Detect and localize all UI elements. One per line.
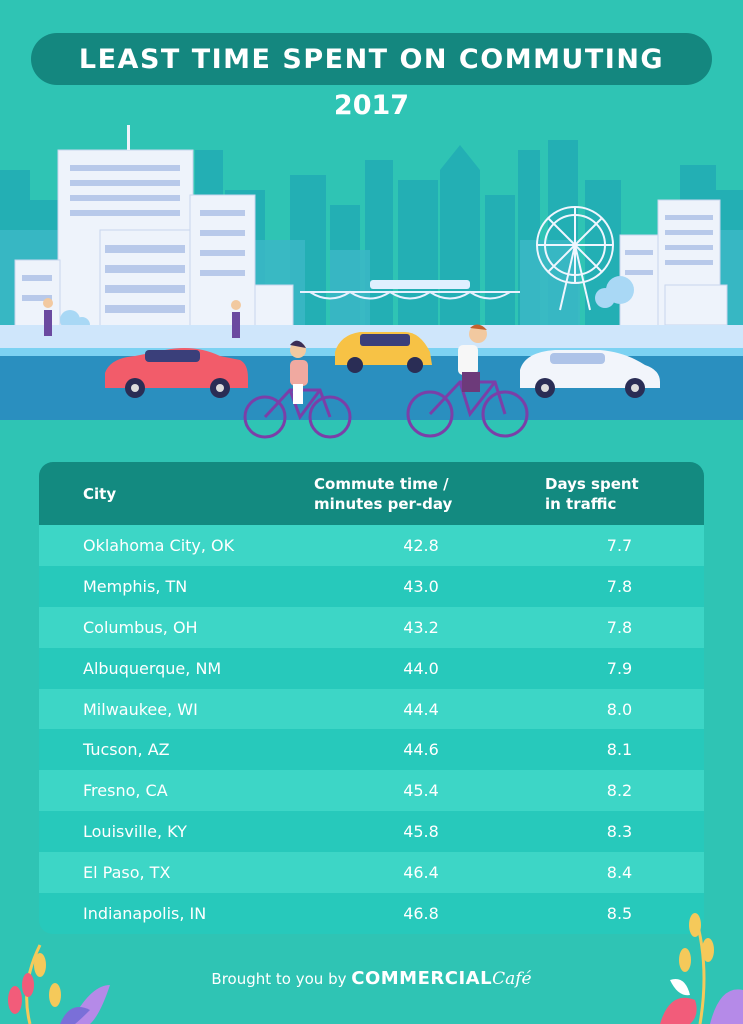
table-row: Albuquerque, NM 44.0 7.9: [39, 647, 704, 689]
table-row: Oklahoma City, OK 42.8 7.7: [39, 525, 704, 566]
car-icon: [520, 350, 660, 398]
plant-icon: [8, 944, 110, 1024]
cell-days: 8.3: [606, 822, 633, 842]
cell-city: El Paso, TX: [83, 863, 171, 883]
title-banner: LEAST TIME SPENT ON COMMUTING: [31, 33, 712, 85]
page-title: LEAST TIME SPENT ON COMMUTING: [78, 43, 665, 75]
brand-logo: COMMERCIAL: [351, 968, 493, 989]
cell-commute: 42.8: [403, 535, 439, 555]
table-row: Memphis, TN 43.0 7.8: [39, 565, 704, 607]
cell-commute: 46.4: [403, 863, 439, 883]
cell-city: Tucson, AZ: [83, 740, 170, 760]
cell-city: Louisville, KY: [83, 822, 187, 842]
cell-commute: 46.8: [403, 903, 439, 923]
cell-commute: 43.0: [403, 576, 439, 596]
cell-city: Milwaukee, WI: [83, 699, 198, 719]
brand-logo-suffix: Café: [492, 969, 532, 989]
car-icon: [335, 332, 432, 373]
cell-days: 7.8: [606, 617, 633, 637]
table-body: Oklahoma City, OK 42.8 7.7 Memphis, TN 4…: [39, 525, 704, 934]
cell-commute: 44.6: [403, 740, 439, 760]
cell-days: 8.4: [606, 863, 633, 883]
cell-days: 8.5: [606, 903, 633, 923]
table-header: City Commute time / minutes per-day Days…: [39, 462, 704, 525]
city-illustration: [0, 120, 743, 460]
bridge: [300, 290, 520, 300]
table-row: Indianapolis, IN 46.8 8.5: [39, 893, 704, 934]
table-row: El Paso, TX 46.4 8.4: [39, 852, 704, 894]
cell-commute: 43.2: [403, 617, 439, 637]
cell-commute: 44.4: [403, 699, 439, 719]
table-row: Louisville, KY 45.8 8.3: [39, 811, 704, 853]
cell-city: Memphis, TN: [83, 576, 188, 596]
table-row: Tucson, AZ 44.6 8.1: [39, 729, 704, 771]
ferris-wheel-icon: [536, 206, 614, 311]
commute-table: City Commute time / minutes per-day Days…: [39, 462, 704, 934]
table-row: Milwaukee, WI 44.4 8.0: [39, 688, 704, 730]
header-city: City: [83, 484, 117, 503]
cell-city: Indianapolis, IN: [83, 903, 207, 923]
table-row: Fresno, CA 45.4 8.2: [39, 770, 704, 812]
cell-commute: 44.0: [403, 658, 439, 678]
plant-icon: [660, 913, 743, 1024]
year-label: 2017: [333, 90, 410, 121]
cell-days: 7.9: [606, 658, 633, 678]
footer-credit: Brought to you by COMMERCIALCafé: [0, 968, 743, 989]
cell-days: 8.0: [606, 699, 633, 719]
car-icon: [105, 348, 248, 398]
cell-days: 7.7: [606, 535, 633, 555]
cell-commute: 45.8: [403, 822, 439, 842]
cell-days: 8.2: [606, 781, 633, 801]
cell-city: Oklahoma City, OK: [83, 535, 235, 555]
cell-city: Columbus, OH: [83, 617, 198, 637]
cell-city: Fresno, CA: [83, 781, 168, 801]
cell-days: 7.8: [606, 576, 633, 596]
footer-prefix: Brought to you by: [211, 970, 347, 988]
header-days-in-traffic: Days spent in traffic: [545, 474, 639, 513]
cell-commute: 45.4: [403, 781, 439, 801]
header-commute-time: Commute time / minutes per-day: [314, 474, 453, 513]
table-row: Columbus, OH 43.2 7.8: [39, 606, 704, 648]
cell-city: Albuquerque, NM: [83, 658, 222, 678]
cell-days: 8.1: [606, 740, 633, 760]
